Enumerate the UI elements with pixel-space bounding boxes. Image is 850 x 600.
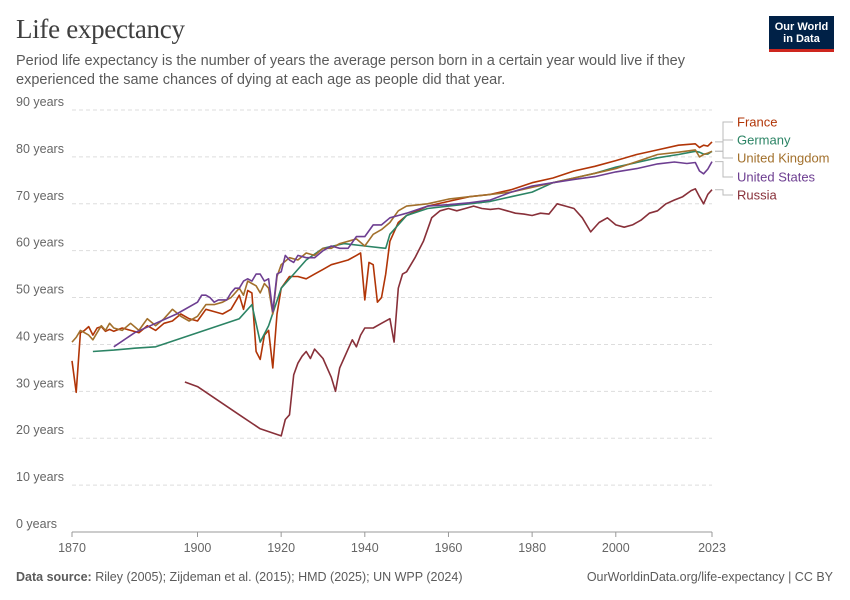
series-line-russia[interactable] [184,188,713,437]
line-chart: 0 years 10 years 20 years 30 years 40 years 5… [16,95,830,555]
y-tick-label: 90 years [16,95,64,109]
legend-label-united-kingdom[interactable]: United Kingdom [737,151,830,166]
x-tick-label: 1980 [518,541,546,555]
x-tick-label: 1900 [184,541,212,555]
owid-logo[interactable]: Our World in Data [769,16,834,52]
legend-label-germany[interactable]: Germany [737,133,791,148]
series-line-france[interactable] [71,141,713,394]
legend: France Germany United Kingdom United States… [715,115,830,203]
legend-connector [715,189,733,196]
legend-label-united-states[interactable]: United States [737,170,816,185]
chart-subtitle: Period life expectancy is the number of … [16,53,685,88]
legend-connector [715,121,733,143]
series-line-united-kingdom[interactable] [71,149,713,343]
logo-line-1: Our World [774,21,829,33]
y-tick-label: 70 years [16,189,64,203]
series-line-germany[interactable] [92,150,713,353]
chart-title: Life expectancy [16,14,185,44]
y-tick-label: 50 years [16,283,64,297]
y-tick-label: 80 years [16,142,64,156]
source-label: Data source: [16,570,92,584]
legend-connector [715,161,733,178]
y-tick-label: 60 years [16,236,64,250]
legend-connector [715,150,733,159]
footer-credit[interactable]: OurWorldinData.org/life-expectancy | CC … [586,570,833,584]
x-axis: 1870 1900 1920 1940 1960 1980 2000 2023 [58,531,726,555]
legend-label-russia[interactable]: Russia [737,188,778,203]
footer-source: Data source: Riley (2005); Zijdeman et a… [16,570,463,584]
source-text[interactable]: Riley (2005); Zijdeman et al. (2015); HM… [95,570,463,584]
x-tick-label: 1960 [435,541,463,555]
x-tick-label: 2000 [602,541,630,555]
x-tick-label: 1940 [351,541,379,555]
y-tick-label: 20 years [16,423,64,437]
legend-label-france[interactable]: France [737,115,777,130]
y-tick-label: 30 years [16,376,64,390]
logo-line-2: in Data [783,33,820,45]
y-axis-ticks: 0 years 10 years 20 years 30 years 40 years 5… [16,95,64,531]
series-line-united-states[interactable] [113,161,713,348]
y-tick-label: 40 years [16,329,64,343]
series-lines [71,141,713,437]
y-tick-label: 10 years [16,470,64,484]
grid-lines [72,109,712,486]
x-tick-label: 1920 [267,541,295,555]
x-tick-label: 1870 [58,541,86,555]
x-tick-label: 2023 [698,541,726,555]
y-tick-label: 0 years [16,517,57,531]
